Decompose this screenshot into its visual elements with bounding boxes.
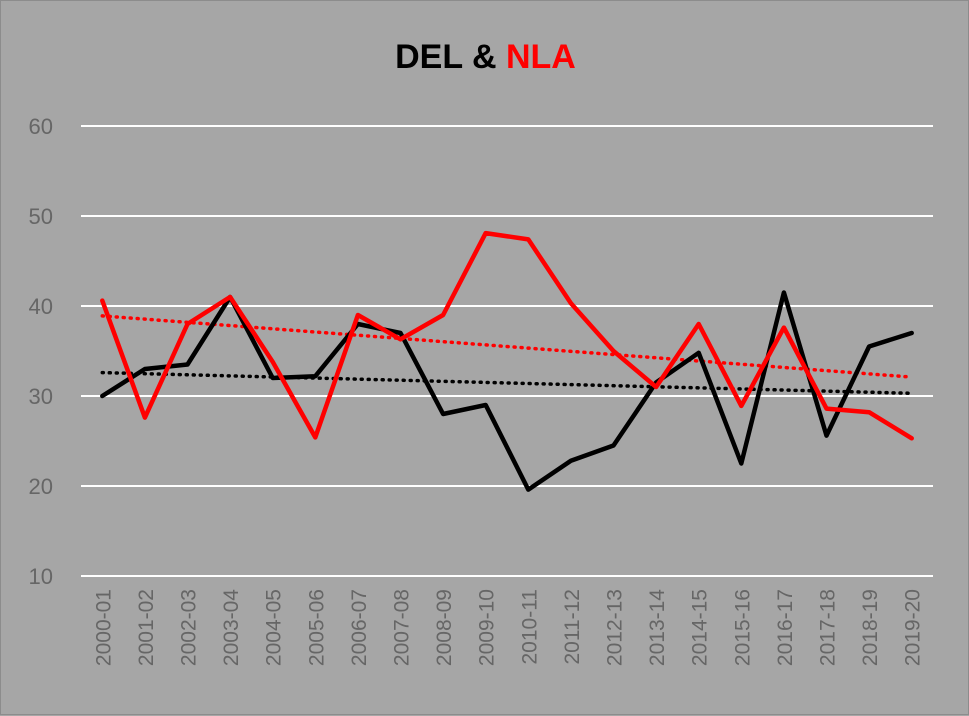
x-tick-label: 2013-14 <box>646 589 669 666</box>
y-tick-label: 20 <box>29 474 53 499</box>
y-tick-label: 60 <box>29 114 53 139</box>
y-tick-label: 30 <box>29 384 53 409</box>
x-tick-label: 2004-05 <box>263 589 286 666</box>
x-tick-label: 2008-09 <box>433 589 456 666</box>
y-tick-label: 40 <box>29 294 53 319</box>
x-axis-ticks: 2000-01 2001-02 2002-03 2003-04 2004-05 2005-… <box>92 589 924 666</box>
nla-trendline <box>100 314 914 379</box>
nla-series-line <box>100 230 914 441</box>
x-tick-label: 2003-04 <box>220 589 243 666</box>
y-axis-ticks: 10 20 30 40 50 60 <box>29 114 53 589</box>
x-tick-label: 2007-08 <box>391 589 414 666</box>
x-tick-label: 2016-17 <box>774 589 797 666</box>
x-tick-label: 2010-11 <box>518 589 541 665</box>
x-tick-label: 2000-01 <box>92 589 115 666</box>
trendlines <box>100 314 914 396</box>
y-tick-label: 50 <box>29 204 53 229</box>
x-tick-label: 2002-03 <box>178 589 201 666</box>
chart-title: DEL & NLA <box>1 35 969 79</box>
del-trendline <box>100 370 914 396</box>
x-tick-label: 2009-10 <box>476 589 499 666</box>
x-tick-label: 2012-13 <box>604 589 627 666</box>
x-tick-label: 2017-18 <box>817 589 840 666</box>
y-tick-label: 10 <box>29 564 53 589</box>
x-tick-label: 2019-20 <box>902 589 925 666</box>
x-tick-label: 2001-02 <box>135 589 158 666</box>
series-lines <box>100 230 914 492</box>
gridlines <box>81 125 933 577</box>
title-nla: NLA <box>505 38 576 76</box>
x-tick-label: 2011-12 <box>561 589 584 665</box>
x-tick-label: 2005-06 <box>305 589 328 666</box>
x-tick-label: 2006-07 <box>348 589 371 666</box>
title-del: DEL & <box>395 38 506 76</box>
x-tick-label: 2014-15 <box>689 589 712 666</box>
x-tick-label: 2015-16 <box>731 589 754 666</box>
x-tick-label: 2018-19 <box>859 589 882 666</box>
